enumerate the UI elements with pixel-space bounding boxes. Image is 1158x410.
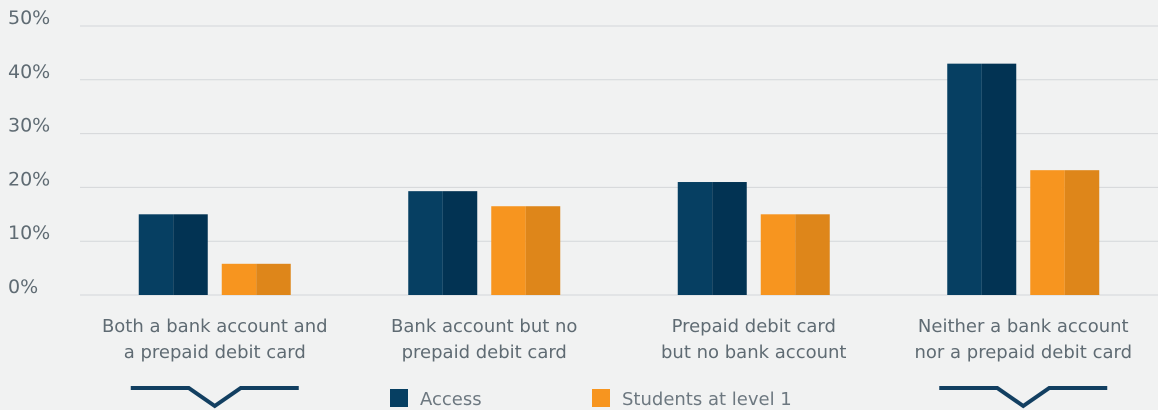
category-label: prepaid debit card — [402, 342, 567, 363]
y-tick-label: 0% — [8, 276, 38, 298]
bar-shade — [442, 191, 478, 295]
bar-shade — [981, 63, 1017, 295]
bar-access — [408, 191, 443, 295]
legend-label: Students at level 1 — [622, 389, 792, 410]
bar-shade — [1064, 170, 1100, 295]
category-label: Both a bank account and — [102, 316, 328, 337]
highlight-chevron — [939, 386, 1108, 409]
legend-swatch — [390, 389, 408, 407]
y-tick-label: 10% — [8, 222, 50, 244]
bar-access — [947, 63, 982, 295]
category-label: Bank account but no — [391, 316, 577, 337]
bar-students-level-1 — [221, 263, 257, 295]
bar-access — [677, 182, 713, 295]
bar-students-level-1 — [1030, 170, 1065, 295]
y-tick-label: 40% — [8, 61, 50, 83]
bar-shade — [525, 206, 561, 295]
category-label: nor a prepaid debit card — [914, 342, 1132, 363]
legend-label: Access — [420, 389, 482, 410]
bar-shade — [712, 182, 747, 295]
category-label: but no bank account — [661, 342, 846, 363]
bar-shade — [256, 263, 291, 295]
category-label: Prepaid debit card — [672, 316, 836, 337]
category-label: a prepaid debit card — [124, 342, 306, 363]
highlight-chevron — [130, 386, 299, 409]
y-tick-label: 30% — [8, 115, 50, 137]
y-tick-label: 20% — [8, 168, 50, 190]
y-tick-label: 50% — [8, 7, 50, 29]
bar-students-level-1 — [491, 206, 526, 295]
category-label: Neither a bank account — [918, 316, 1129, 337]
bar-students-level-1 — [760, 214, 796, 295]
bar-shade — [173, 214, 208, 295]
bar-access — [138, 214, 174, 295]
legend-swatch — [592, 389, 610, 407]
bar-shade — [795, 214, 830, 295]
